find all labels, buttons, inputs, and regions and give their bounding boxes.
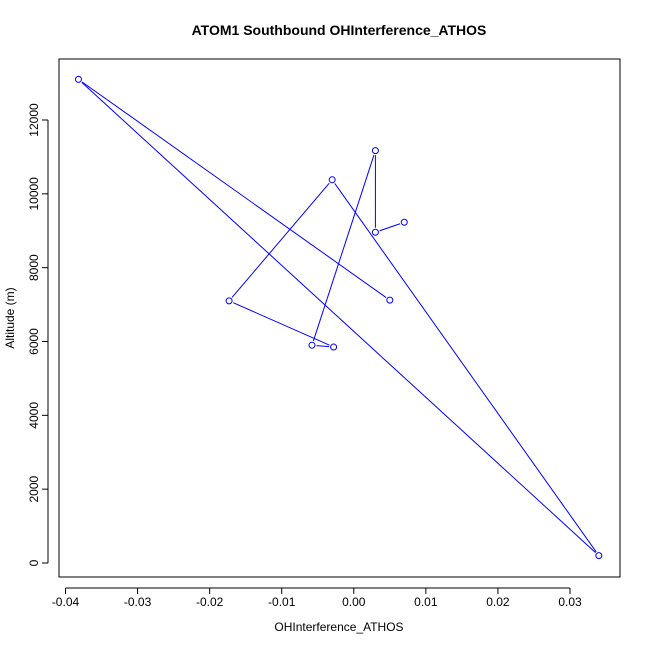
- plot-area: [58, 58, 621, 578]
- x-tick-label: -0.04: [52, 595, 80, 609]
- data-point: [328, 176, 336, 184]
- x-tick-label: 0.02: [486, 595, 510, 609]
- y-tick-label: 0: [27, 559, 41, 566]
- series-line-segment: [231, 182, 330, 298]
- series-line-segment: [312, 154, 375, 342]
- x-tick-label: -0.01: [268, 595, 296, 609]
- y-tick-label: 2000: [27, 475, 41, 502]
- y-tick-label: 6000: [27, 328, 41, 355]
- series-line-segment: [81, 82, 596, 553]
- data-point: [595, 552, 603, 560]
- y-tick-label: 4000: [27, 402, 41, 429]
- data-point: [386, 296, 394, 304]
- chart-title: ATOM1 Southbound OHInterference_ATHOS: [192, 22, 487, 38]
- series-line-segment: [81, 81, 387, 298]
- data-point: [371, 228, 379, 236]
- data-point: [371, 147, 379, 155]
- x-tick-label: -0.03: [124, 595, 152, 609]
- y-tick-label: 8000: [27, 254, 41, 281]
- x-tick-label: -0.02: [196, 595, 224, 609]
- x-tick-label: 0.00: [342, 595, 366, 609]
- data-point: [330, 343, 338, 351]
- data-point: [225, 297, 233, 305]
- y-axis: 0 2000 4000 6000 8000 10000 12000: [27, 103, 49, 566]
- series-layer: [74, 75, 603, 560]
- series-line-segment: [379, 223, 401, 232]
- x-axis-label: OHInterference_ATHOS: [274, 620, 403, 634]
- x-axis: -0.04 -0.03 -0.02 -0.01 0.00 0.01 0.02 0.03: [52, 587, 582, 609]
- y-tick-label: 10000: [27, 177, 41, 211]
- y-tick-label: 12000: [27, 103, 41, 137]
- y-axis-label: Altitude (m): [3, 287, 17, 348]
- data-point: [74, 75, 82, 83]
- x-tick-label: 0.01: [414, 595, 438, 609]
- data-point: [308, 341, 316, 349]
- data-point: [400, 218, 408, 226]
- series-line-segment: [233, 302, 330, 346]
- x-tick-label: 0.03: [558, 595, 582, 609]
- series-line-segment: [334, 183, 597, 553]
- series-line-segment: [316, 345, 330, 348]
